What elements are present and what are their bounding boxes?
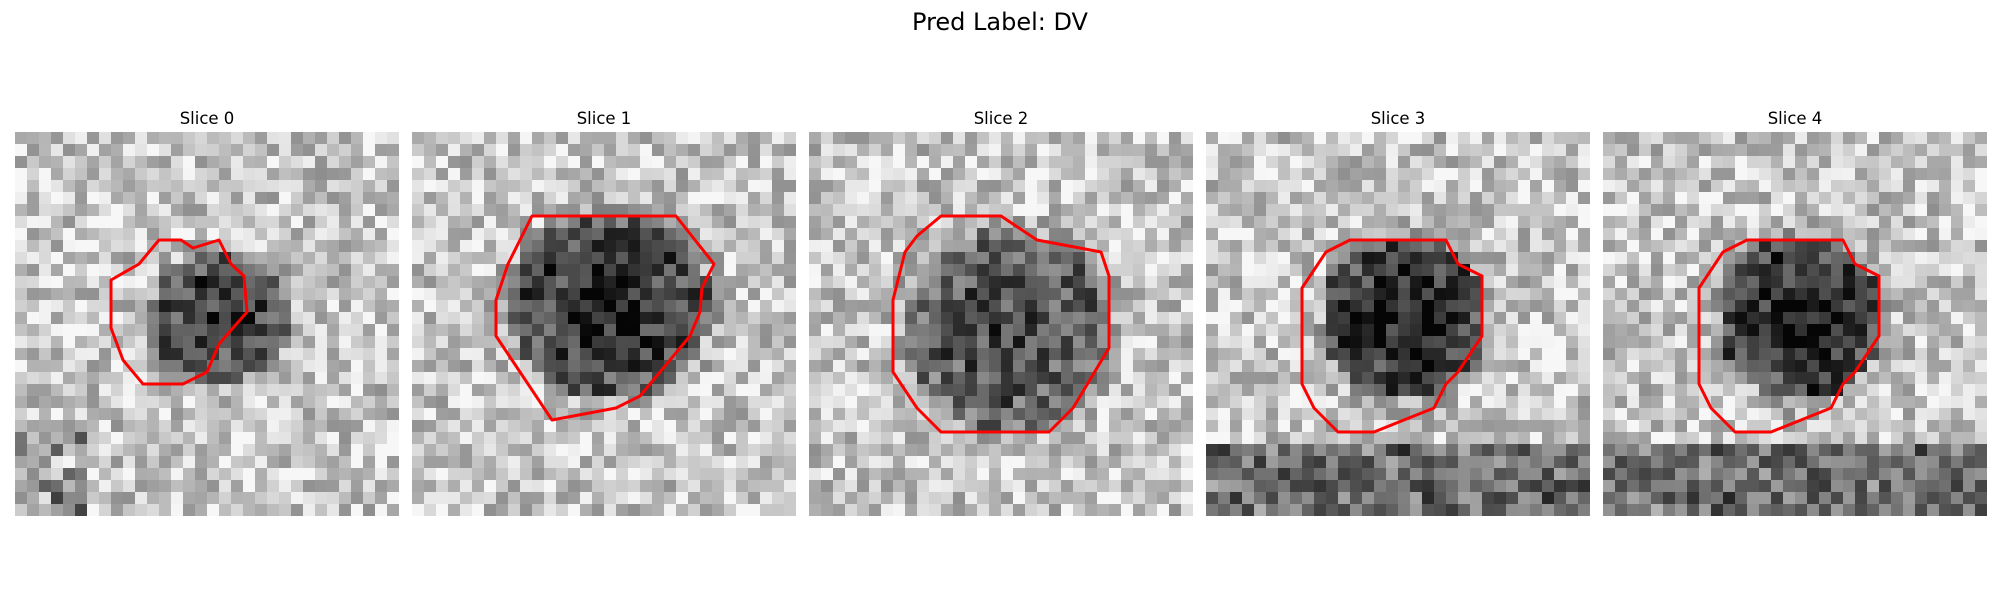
slice-panel-1: Slice 1 [412, 108, 796, 516]
slice-title-2: Slice 2 [973, 109, 1029, 128]
contour-outline-1 [494, 214, 716, 422]
slice-pixels-3 [1206, 132, 1590, 516]
slice-title-1: Slice 1 [576, 109, 632, 128]
slice-image-2 [809, 132, 1193, 516]
slice-pixels-0 [15, 132, 399, 516]
contour-outline-3 [1300, 238, 1484, 434]
contour-outline-2 [891, 214, 1111, 434]
slice-panel-3: Slice 3 [1206, 108, 1590, 516]
slice-image-4 [1603, 132, 1987, 516]
slice-image-1 [412, 132, 796, 516]
slice-panel-4: Slice 4 [1603, 108, 1987, 516]
slice-pixels-2 [809, 132, 1193, 516]
slice-title-0: Slice 0 [179, 109, 235, 128]
slice-title-3: Slice 3 [1370, 109, 1426, 128]
slice-panel-2: Slice 2 [809, 108, 1193, 516]
slice-pixels-1 [412, 132, 796, 516]
figure-suptitle: Pred Label: DV [912, 8, 1088, 36]
contour-outline-4 [1697, 238, 1881, 434]
slice-title-4: Slice 4 [1767, 109, 1823, 128]
slice-pixels-4 [1603, 132, 1987, 516]
contour-outline-0 [109, 238, 249, 386]
slice-panel-0: Slice 0 [15, 108, 399, 516]
slice-image-0 [15, 132, 399, 516]
slice-image-3 [1206, 132, 1590, 516]
